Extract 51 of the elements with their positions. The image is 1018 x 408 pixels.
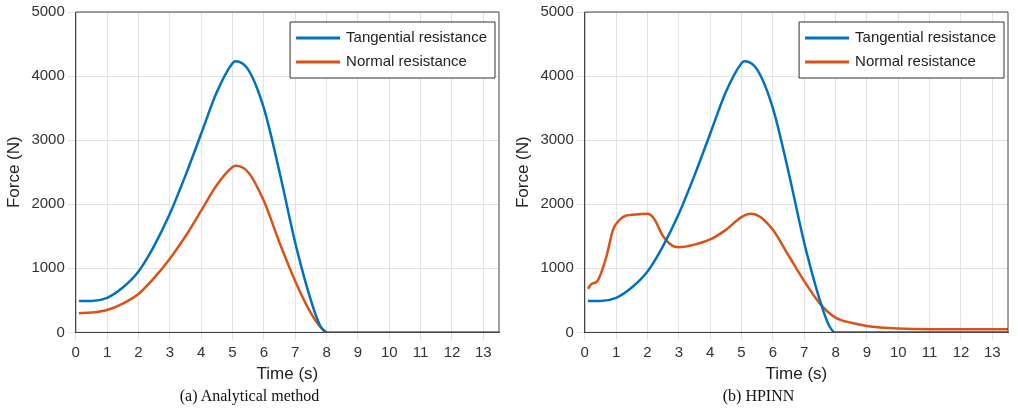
- y-tick-label: 2000: [31, 194, 65, 212]
- legend-label: Normal resistance: [346, 52, 467, 70]
- legend-label: Tangential resistance: [346, 28, 487, 46]
- x-tick-label: 9: [862, 342, 872, 360]
- y-axis-title: Force (N): [3, 136, 23, 209]
- x-tick-label: 13: [474, 342, 492, 360]
- x-tick-label: 5: [228, 342, 237, 360]
- x-tick-label: 12: [443, 342, 461, 360]
- y-tick-label: 5000: [540, 2, 574, 20]
- y-tick-label: 1000: [31, 258, 65, 276]
- x-axis-title: Time (s): [765, 364, 828, 384]
- x-tick-label: 3: [674, 342, 683, 360]
- x-tick-label: 11: [921, 342, 938, 360]
- y-tick-label: 0: [56, 322, 65, 340]
- y-tick-label: 4000: [540, 66, 574, 84]
- x-tick-label: 10: [380, 342, 398, 360]
- x-tick-label: 6: [768, 342, 778, 360]
- line-series: [77, 60, 328, 333]
- x-tick-label: 12: [952, 342, 970, 360]
- x-tick-label: 0: [580, 342, 589, 360]
- x-tick-label: 13: [983, 342, 1001, 360]
- x-tick-label: 1: [611, 342, 621, 360]
- x-tick-label: 10: [889, 342, 907, 360]
- y-axis-title: Force (N): [512, 136, 532, 209]
- text: (a) Analytical method: [179, 386, 320, 405]
- x-axis-title: Time (s): [256, 364, 319, 384]
- y-tick-label: 1000: [540, 258, 574, 276]
- x-tick-label: 3: [165, 342, 174, 360]
- x-tick-label: 11: [412, 342, 429, 360]
- text: (b) HPINN: [722, 386, 795, 405]
- x-tick-label: 4: [197, 342, 206, 360]
- x-tick-label: 7: [800, 342, 809, 360]
- x-tick-label: 7: [291, 342, 300, 360]
- x-tick-label: 6: [259, 342, 269, 360]
- x-tick-label: 9: [353, 342, 363, 360]
- x-tick-label: 2: [643, 342, 652, 360]
- y-tick-label: 3000: [31, 130, 65, 148]
- y-tick-label: 3000: [540, 130, 574, 148]
- x-tick-label: 8: [322, 342, 331, 360]
- x-tick-label: 5: [737, 342, 746, 360]
- legend-label: Tangential resistance: [855, 28, 996, 46]
- legend-label: Normal resistance: [855, 52, 976, 70]
- x-tick-label: 8: [831, 342, 840, 360]
- y-tick-label: 4000: [31, 66, 65, 84]
- y-tick-label: 2000: [540, 194, 574, 212]
- x-tick-label: 4: [706, 342, 715, 360]
- x-tick-label: 0: [71, 342, 80, 360]
- x-tick-label: 1: [102, 342, 112, 360]
- x-tick-label: 2: [134, 342, 143, 360]
- y-tick-label: 5000: [31, 2, 65, 20]
- y-tick-label: 0: [565, 322, 574, 340]
